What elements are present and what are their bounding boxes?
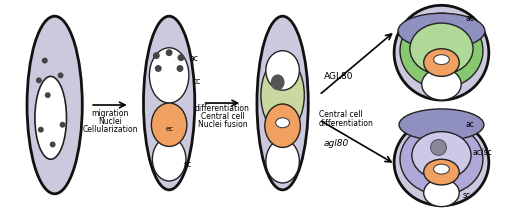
Ellipse shape — [36, 77, 42, 83]
Ellipse shape — [177, 54, 184, 61]
Ellipse shape — [412, 132, 471, 179]
Text: differentiation: differentiation — [195, 104, 250, 113]
Text: AGL80: AGL80 — [324, 72, 353, 81]
Ellipse shape — [177, 65, 183, 72]
Ellipse shape — [266, 139, 299, 183]
Text: agl80: agl80 — [324, 139, 349, 148]
Ellipse shape — [265, 104, 300, 147]
Ellipse shape — [257, 16, 308, 190]
Ellipse shape — [410, 23, 473, 74]
Text: ac: ac — [465, 120, 474, 129]
Ellipse shape — [276, 118, 289, 128]
Text: sc: sc — [184, 160, 192, 169]
Text: migration: migration — [91, 109, 129, 118]
Text: sc: sc — [462, 191, 470, 200]
Ellipse shape — [27, 16, 82, 194]
Ellipse shape — [434, 164, 449, 174]
Ellipse shape — [42, 58, 48, 64]
Ellipse shape — [261, 58, 305, 133]
Text: ac: ac — [465, 14, 474, 23]
Ellipse shape — [400, 13, 483, 88]
Ellipse shape — [434, 55, 449, 64]
Text: ec: ec — [166, 126, 174, 132]
Ellipse shape — [166, 49, 173, 56]
Text: Central cell: Central cell — [319, 110, 363, 119]
Text: ac/sc: ac/sc — [472, 148, 492, 157]
Ellipse shape — [155, 65, 162, 72]
Ellipse shape — [152, 103, 187, 146]
Ellipse shape — [394, 5, 489, 100]
Ellipse shape — [431, 139, 446, 155]
Ellipse shape — [400, 124, 483, 195]
Ellipse shape — [45, 92, 51, 98]
Ellipse shape — [35, 76, 67, 159]
Ellipse shape — [271, 74, 285, 90]
Ellipse shape — [38, 127, 44, 133]
Ellipse shape — [398, 13, 485, 49]
Ellipse shape — [153, 52, 160, 59]
Text: Nuclei fusion: Nuclei fusion — [197, 120, 247, 129]
Ellipse shape — [149, 48, 189, 103]
Ellipse shape — [394, 119, 489, 206]
Ellipse shape — [424, 159, 459, 185]
Ellipse shape — [143, 16, 195, 190]
Ellipse shape — [266, 51, 299, 90]
Ellipse shape — [60, 122, 66, 128]
Ellipse shape — [58, 72, 64, 78]
Ellipse shape — [153, 138, 186, 181]
Ellipse shape — [424, 179, 459, 207]
Ellipse shape — [424, 49, 459, 76]
Ellipse shape — [422, 68, 461, 100]
Ellipse shape — [399, 109, 484, 140]
Text: differentiation: differentiation — [319, 119, 374, 128]
Ellipse shape — [49, 142, 56, 147]
Text: ac: ac — [190, 54, 198, 63]
Text: Cellularization: Cellularization — [82, 125, 138, 134]
Text: Central cell: Central cell — [200, 112, 244, 121]
Text: cc: cc — [193, 77, 201, 86]
Text: Nuclei: Nuclei — [98, 117, 122, 126]
